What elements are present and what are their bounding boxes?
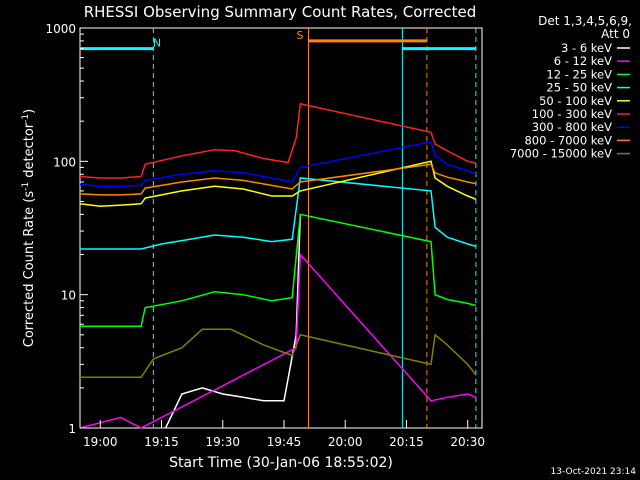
legend-label-3: 25 - 50 keV bbox=[546, 81, 612, 95]
y-tick-label-0: 1 bbox=[68, 422, 76, 436]
legend-header-line-2: Att 0 bbox=[601, 27, 630, 41]
series-lines bbox=[79, 102, 477, 429]
y-tick-label-1: 10 bbox=[61, 289, 76, 303]
legend-label-0: 3 - 6 keV bbox=[561, 41, 612, 55]
legend-label-7: 800 - 7000 keV bbox=[524, 133, 612, 147]
flag-bars: NS bbox=[79, 29, 476, 51]
x-tick-label-1: 19:15 bbox=[144, 435, 179, 449]
flag-label-n: N bbox=[153, 37, 161, 50]
flag-label-s: S bbox=[296, 29, 303, 42]
y-axis-label: Corrected Count Rate (s-1 detector-1) bbox=[21, 109, 37, 347]
series-line-1 bbox=[79, 252, 477, 429]
x-tick-label-2: 19:30 bbox=[205, 435, 240, 449]
series-line-8 bbox=[79, 328, 477, 379]
axes: 19:00 19:15 19:30 19:45 20:00 20:15 20:30 1 10 10… bbox=[45, 22, 485, 449]
series-line-6 bbox=[79, 140, 477, 188]
legend-label-8: 7000 - 15000 keV bbox=[510, 147, 612, 161]
series-line-0 bbox=[164, 214, 302, 429]
chart-title: RHESSI Observing Summary Count Rates, Co… bbox=[84, 3, 477, 21]
plot-frame bbox=[79, 27, 483, 429]
legend-label-5: 100 - 300 keV bbox=[532, 107, 612, 121]
series-line-7 bbox=[79, 163, 477, 196]
legend-label-2: 12 - 25 keV bbox=[546, 67, 612, 81]
legend-label-6: 300 - 800 keV bbox=[532, 120, 612, 134]
legend-header-line-1: Det 1,3,4,5,6,9, bbox=[538, 14, 632, 28]
x-tick-label-0: 19:00 bbox=[83, 435, 118, 449]
legend-label-4: 50 - 100 keV bbox=[539, 94, 612, 108]
series-line-5 bbox=[79, 102, 477, 179]
x-tick-label-5: 20:15 bbox=[389, 435, 424, 449]
event-lines bbox=[152, 28, 477, 428]
x-tick-label-3: 19:45 bbox=[267, 435, 302, 449]
series-line-3 bbox=[79, 177, 477, 250]
series-line-4 bbox=[79, 160, 477, 208]
y-tick-label-3: 1000 bbox=[45, 22, 76, 36]
x-tick-label-4: 20:00 bbox=[328, 435, 363, 449]
x-tick-label-6: 20:30 bbox=[450, 435, 485, 449]
x-axis-label: Start Time (30-Jan-06 18:55:02) bbox=[169, 455, 393, 471]
legend-label-1: 6 - 12 keV bbox=[554, 54, 612, 68]
footer-timestamp: 13-Oct-2021 23:14 bbox=[551, 467, 637, 477]
series-line-2 bbox=[79, 213, 477, 327]
y-tick-label-2: 100 bbox=[53, 155, 76, 169]
